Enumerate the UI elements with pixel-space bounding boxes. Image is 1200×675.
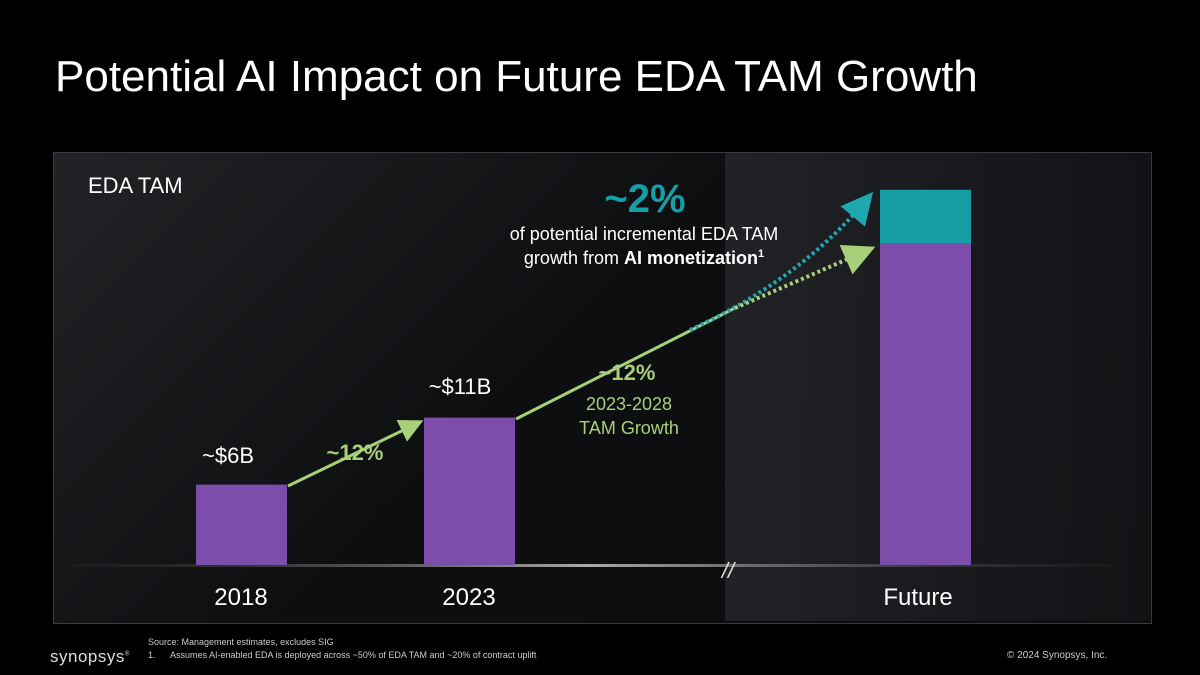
source-note: Source: Management estimates, excludes S…: [148, 637, 334, 647]
bar-2018: [196, 484, 287, 565]
bar-2023: [424, 417, 515, 565]
x-tick-2023: 2023: [442, 584, 495, 611]
page-title: Potential AI Impact on Future EDA TAM Gr…: [55, 52, 978, 101]
chart-title: EDA TAM: [88, 173, 183, 198]
growth-line-2: [515, 306, 736, 421]
data-label-2023: ~$11B: [429, 374, 492, 399]
cagr-sub: TAM Growth: [579, 418, 679, 438]
synopsys-logo: synopsys®: [50, 647, 130, 666]
ai-pct: ~2%: [604, 177, 685, 221]
data-label-2018: ~$6B: [202, 443, 254, 468]
axis-break: //: [720, 558, 736, 583]
x-tick-2018: 2018: [214, 584, 267, 611]
bar-Future: [880, 243, 971, 565]
ai-text-1: of potential incremental EDA TAM: [510, 224, 778, 244]
base-growth-arrow: [734, 245, 876, 310]
ai-text-2: growth from AI monetization1: [524, 248, 764, 268]
footnote: Assumes AI-enabled EDA is deployed acros…: [170, 650, 537, 660]
bar-ai-increment-Future: [880, 189, 971, 244]
x-tick-future: Future: [883, 584, 952, 611]
footnote-number: 1.: [148, 650, 156, 660]
baseline: [70, 564, 1110, 567]
ai-growth-arrow: [689, 191, 874, 332]
cagr-label-1: ~12%: [327, 440, 384, 465]
cagr-label-2: ~12%: [599, 360, 656, 385]
cagr-period: 2023-2028: [586, 394, 672, 414]
copyright: © 2024 Synopsys, Inc.: [1007, 650, 1108, 661]
growth-arrow-1: [287, 420, 424, 488]
